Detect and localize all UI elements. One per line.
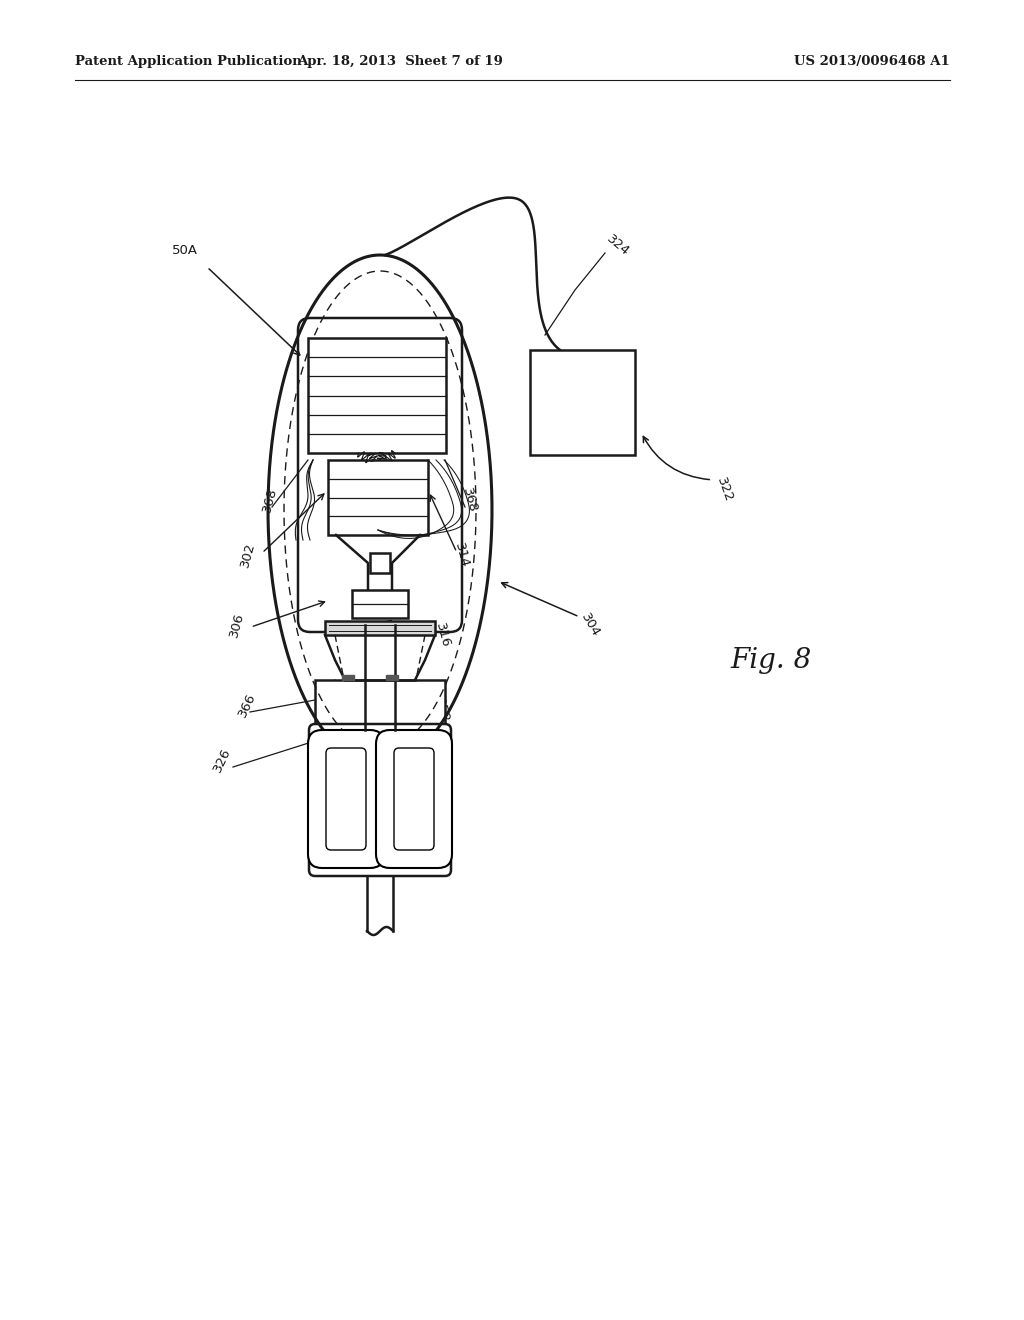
Text: 304: 304 xyxy=(579,611,602,639)
Text: US 2013/0096468 A1: US 2013/0096468 A1 xyxy=(795,55,950,69)
Text: Fig. 8: Fig. 8 xyxy=(730,647,811,673)
FancyBboxPatch shape xyxy=(394,748,434,850)
Text: 316: 316 xyxy=(433,622,453,649)
Text: 324: 324 xyxy=(604,232,632,259)
Text: 314: 314 xyxy=(453,541,472,569)
Text: 312: 312 xyxy=(375,807,401,834)
Text: 302: 302 xyxy=(239,541,258,569)
Bar xyxy=(325,620,435,635)
Text: Apr. 18, 2013  Sheet 7 of 19: Apr. 18, 2013 Sheet 7 of 19 xyxy=(297,55,503,69)
Polygon shape xyxy=(386,675,398,680)
Text: 366: 366 xyxy=(236,690,258,719)
Text: 310: 310 xyxy=(418,784,438,812)
FancyBboxPatch shape xyxy=(326,748,366,850)
FancyBboxPatch shape xyxy=(309,723,451,876)
Text: 368: 368 xyxy=(260,486,280,513)
Text: 326: 326 xyxy=(211,746,233,775)
Bar xyxy=(308,338,446,453)
Text: 352: 352 xyxy=(432,696,452,723)
Text: 308: 308 xyxy=(432,760,454,789)
Bar xyxy=(370,553,390,573)
Text: 306: 306 xyxy=(227,611,247,639)
Polygon shape xyxy=(342,675,354,680)
Bar xyxy=(352,590,408,618)
Text: 322: 322 xyxy=(715,475,735,504)
FancyBboxPatch shape xyxy=(308,730,384,869)
Bar xyxy=(328,459,428,535)
Bar xyxy=(530,350,635,455)
FancyBboxPatch shape xyxy=(376,730,452,869)
Text: Patent Application Publication: Patent Application Publication xyxy=(75,55,302,69)
Bar xyxy=(315,680,445,730)
Text: 50A: 50A xyxy=(172,243,198,256)
Text: 368: 368 xyxy=(461,486,479,513)
